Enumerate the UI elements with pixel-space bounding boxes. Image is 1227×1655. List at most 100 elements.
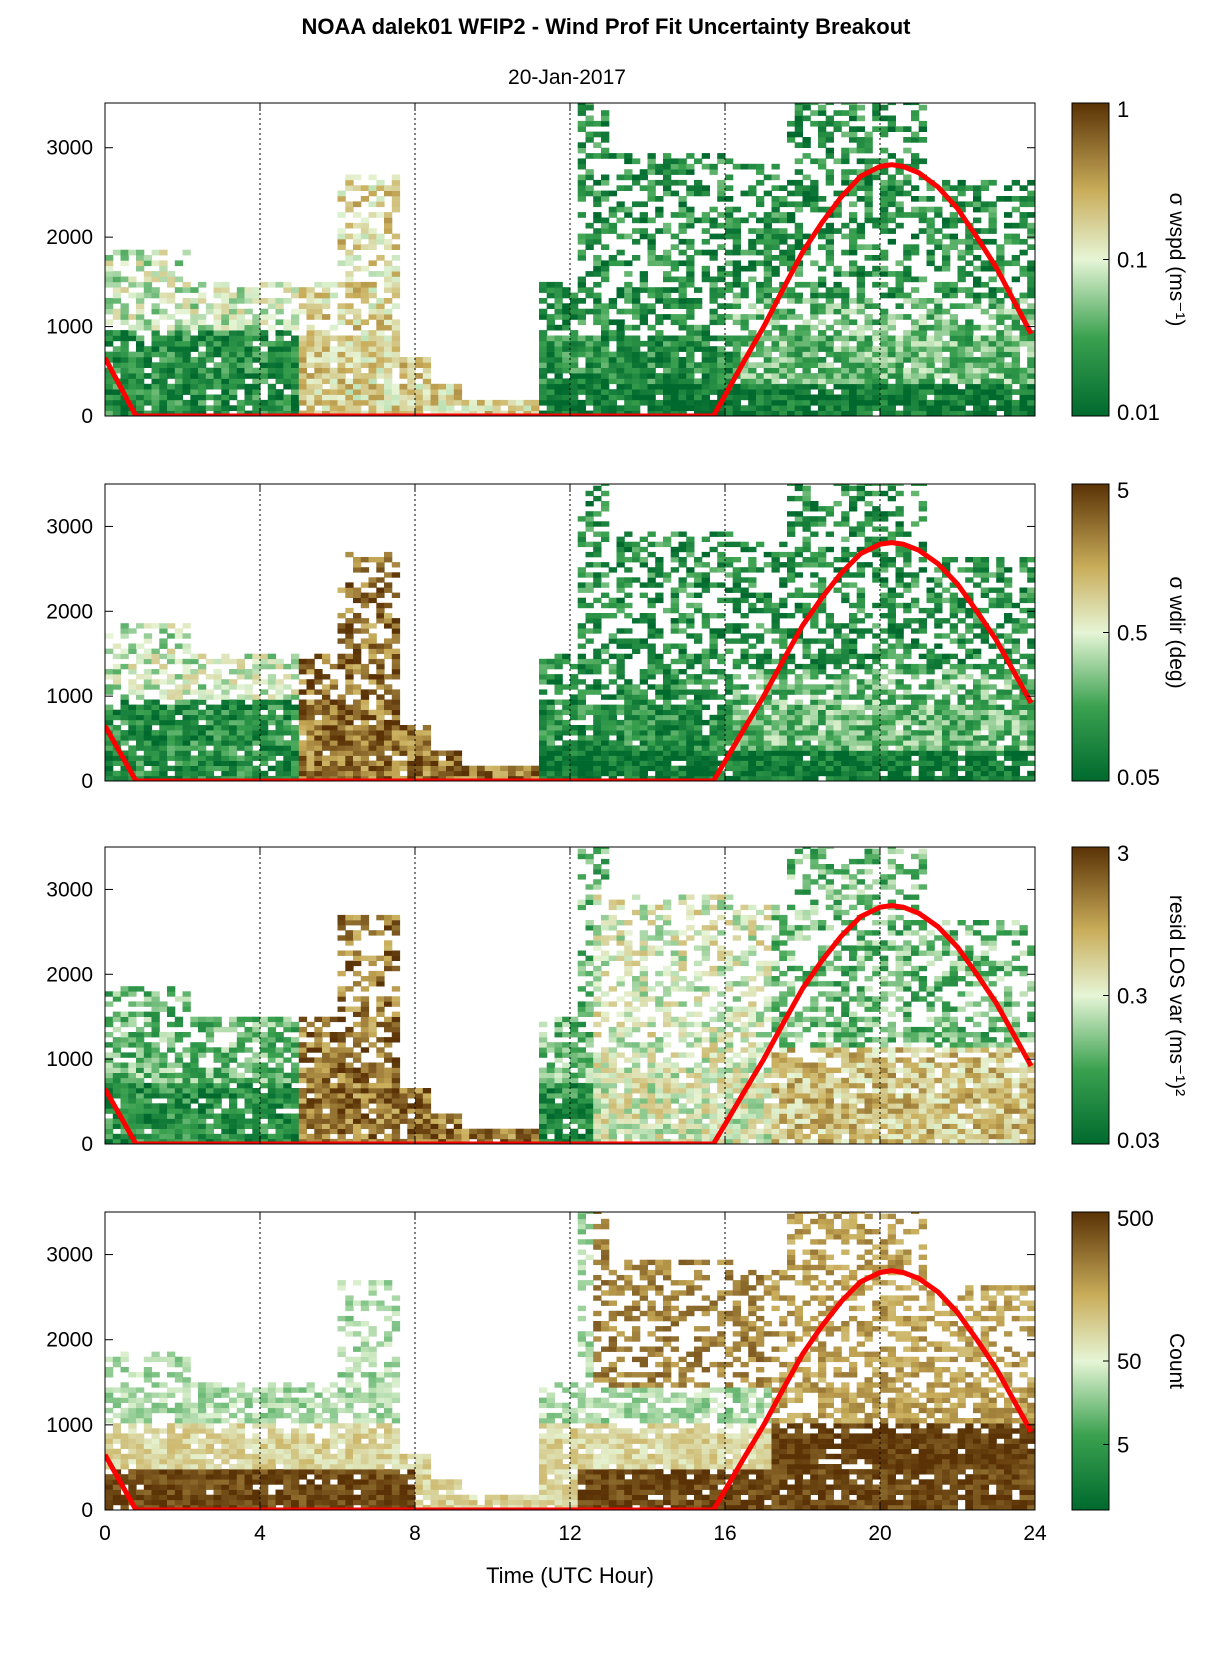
heatmap-cell xyxy=(198,694,207,700)
heatmap-cell xyxy=(973,303,982,309)
heatmap-cell xyxy=(291,709,300,716)
heatmap-cell xyxy=(934,308,943,315)
heatmap-cell xyxy=(694,689,703,695)
heatmap-cell xyxy=(391,669,401,675)
heatmap-cell xyxy=(934,298,943,304)
heatmap-cell xyxy=(345,249,354,256)
heatmap-cell xyxy=(508,765,517,772)
heatmap-cell xyxy=(980,351,989,358)
heatmap-cell xyxy=(748,770,757,777)
heatmap-cell xyxy=(368,335,377,342)
heatmap-cell xyxy=(562,709,571,716)
heatmap-cell xyxy=(802,335,811,342)
heatmap-cell xyxy=(345,623,354,629)
heatmap-cell xyxy=(391,174,401,181)
heatmap-cell xyxy=(864,319,873,326)
heatmap-cell xyxy=(337,233,346,240)
heatmap-cell xyxy=(236,745,246,751)
heatmap-cell xyxy=(236,298,246,304)
heatmap-cell xyxy=(732,607,741,614)
heatmap-cell xyxy=(624,405,633,411)
heatmap-cell xyxy=(601,378,610,385)
heatmap-cell xyxy=(818,131,827,138)
heatmap-cell xyxy=(337,745,346,751)
heatmap-cell xyxy=(701,618,710,624)
heatmap-cell xyxy=(911,233,920,240)
heatmap-cell xyxy=(601,110,610,116)
heatmap-cell xyxy=(771,602,780,609)
heatmap-cell xyxy=(887,362,896,368)
heatmap-cell xyxy=(701,410,710,416)
heatmap-cell xyxy=(678,324,687,331)
heatmap-cell xyxy=(275,298,284,304)
heatmap-cell xyxy=(577,699,586,705)
heatmap-cell xyxy=(725,674,734,680)
heatmap-cell xyxy=(647,714,656,721)
heatmap-cell xyxy=(996,319,1005,326)
heatmap-cell xyxy=(756,765,765,772)
heatmap-cell xyxy=(756,694,765,700)
heatmap-cell xyxy=(337,410,346,416)
heatmap-cell xyxy=(422,394,432,401)
heatmap-cell xyxy=(337,638,346,644)
heatmap-cell xyxy=(996,255,1005,261)
heatmap-cell xyxy=(624,770,633,777)
heatmap-cell xyxy=(585,582,594,588)
heatmap-cell xyxy=(841,303,850,309)
heatmap-cell xyxy=(174,735,184,741)
heatmap-cell xyxy=(647,373,656,379)
heatmap-cell xyxy=(771,405,780,411)
heatmap-cell xyxy=(182,410,191,416)
heatmap-cell xyxy=(624,346,633,352)
heatmap-cell xyxy=(670,684,679,690)
heatmap-cell xyxy=(128,362,137,368)
heatmap-cell xyxy=(895,179,904,186)
heatmap-cell xyxy=(980,324,989,331)
heatmap-cell xyxy=(438,389,447,395)
heatmap-cell xyxy=(887,238,896,245)
heatmap-cell xyxy=(275,760,284,766)
heatmap-cell xyxy=(229,383,238,390)
heatmap-cell xyxy=(213,735,222,741)
heatmap-cell xyxy=(701,562,710,568)
heatmap-cell xyxy=(182,689,191,695)
heatmap-cell xyxy=(167,653,176,660)
heatmap-cell xyxy=(384,324,393,331)
heatmap-cell xyxy=(174,319,184,326)
heatmap-cell xyxy=(996,303,1005,309)
heatmap-cell xyxy=(763,694,772,700)
heatmap-cell xyxy=(546,709,555,716)
heatmap-cell xyxy=(593,228,602,234)
heatmap-cell xyxy=(632,689,641,695)
heatmap-cell xyxy=(376,674,385,680)
heatmap-cell xyxy=(105,775,114,781)
heatmap-cell xyxy=(283,730,292,736)
heatmap-cell xyxy=(647,260,656,267)
heatmap-cell xyxy=(725,185,734,191)
heatmap-cell xyxy=(794,340,803,347)
heatmap-cell xyxy=(593,233,602,240)
heatmap-cell xyxy=(608,394,617,401)
heatmap-cell xyxy=(376,745,385,751)
heatmap-cell xyxy=(942,399,951,406)
heatmap-cell xyxy=(748,775,757,781)
heatmap-cell xyxy=(965,346,974,352)
heatmap-cell xyxy=(779,249,788,256)
heatmap-cell xyxy=(384,244,393,250)
heatmap-cell xyxy=(639,735,648,741)
heatmap-cell xyxy=(949,303,958,309)
heatmap-cell xyxy=(515,405,524,411)
heatmap-cell xyxy=(949,319,958,326)
heatmap-cell xyxy=(887,115,896,122)
heatmap-cell xyxy=(725,217,734,224)
heatmap-cell xyxy=(709,633,718,639)
heatmap-cell xyxy=(647,618,656,624)
heatmap-cell xyxy=(779,228,788,234)
heatmap-cell xyxy=(229,362,238,368)
heatmap-cell xyxy=(732,340,741,347)
heatmap-cell xyxy=(833,367,842,374)
heatmap-cell xyxy=(601,362,610,368)
heatmap-cell xyxy=(554,750,563,756)
heatmap-cell xyxy=(934,244,943,250)
heatmap-cell xyxy=(105,745,114,751)
